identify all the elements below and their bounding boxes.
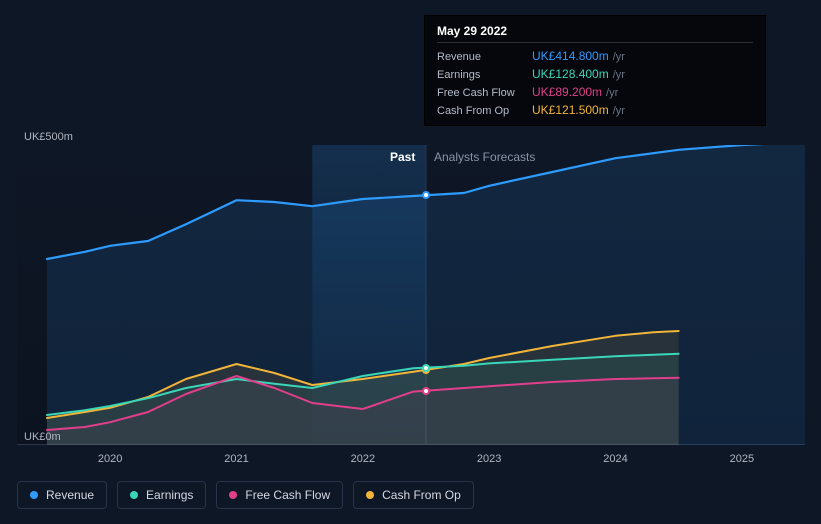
x-axis-label: 2020 [98,453,122,465]
legend-item-revenue[interactable]: Revenue [17,481,107,509]
tooltip-row-unit: /yr [613,51,625,63]
tooltip-row-label: Cash From Op [437,105,532,117]
legend-item-cash_from_op[interactable]: Cash From Op [353,481,474,509]
tooltip-row-unit: /yr [606,87,618,99]
tooltip-row: RevenueUK£414.800m/yr [437,47,753,65]
tooltip-row-label: Earnings [437,69,532,81]
tooltip-row: Free Cash FlowUK£89.200m/yr [437,83,753,101]
x-axis-label: 2021 [224,453,248,465]
tooltip-row-unit: /yr [613,69,625,81]
legend-item-label: Revenue [46,488,94,502]
legend-item-label: Free Cash Flow [245,488,330,502]
tooltip-row-label: Revenue [437,51,532,63]
chart-svg [17,145,805,445]
legend-item-earnings[interactable]: Earnings [117,481,206,509]
x-axis-label: 2023 [477,453,501,465]
tooltip-row-value: UK£128.400m [532,67,609,81]
forecast-label: Analysts Forecasts [434,150,535,164]
legend-dot-icon [130,491,138,499]
chart-legend: Revenue Earnings Free Cash Flow Cash From O… [17,481,474,509]
financial-forecast-chart: Past Analysts Forecasts May 29 2022 Reve… [0,0,821,524]
legend-dot-icon [229,491,237,499]
legend-item-label: Cash From Op [382,488,461,502]
series-marker [422,364,430,372]
series-marker [422,387,430,395]
series-marker [422,191,430,199]
legend-item-label: Earnings [146,488,193,502]
y-axis-label: UK£0m [24,431,61,443]
tooltip-row-value: UK£121.500m [532,103,609,117]
tooltip-row-value: UK£89.200m [532,85,602,99]
legend-dot-icon [366,491,374,499]
tooltip-row: Cash From OpUK£121.500m/yr [437,101,753,119]
chart-tooltip: May 29 2022 RevenueUK£414.800m/yrEarning… [424,15,766,126]
tooltip-row-value: UK£414.800m [532,49,609,63]
legend-dot-icon [30,491,38,499]
tooltip-title: May 29 2022 [437,24,753,43]
y-axis-label: UK£500m [24,131,73,143]
tooltip-row-label: Free Cash Flow [437,87,532,99]
tooltip-row: EarningsUK£128.400m/yr [437,65,753,83]
past-label: Past [390,150,415,164]
x-axis-label: 2022 [351,453,375,465]
x-axis-label: 2025 [730,453,754,465]
tooltip-row-unit: /yr [613,105,625,117]
legend-item-fcf[interactable]: Free Cash Flow [216,481,343,509]
x-axis-label: 2024 [603,453,627,465]
plot-area[interactable] [17,145,805,445]
